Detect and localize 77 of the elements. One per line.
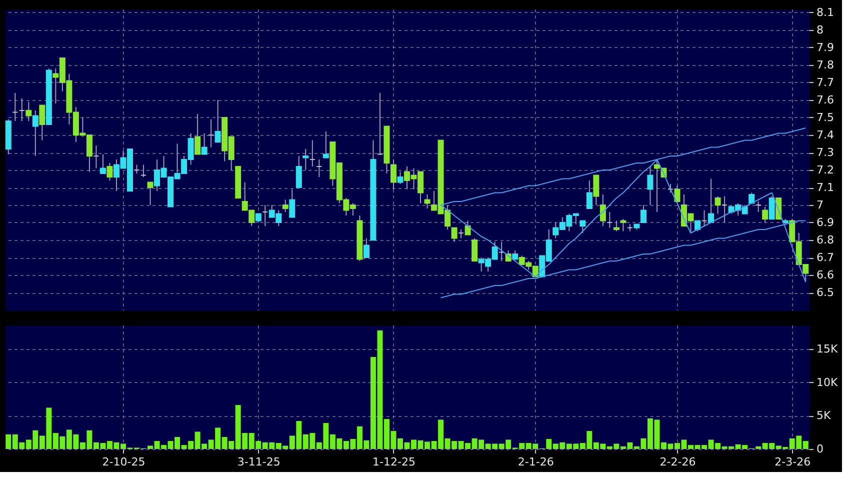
candlestick <box>316 159 322 178</box>
y-tick-label: 5K <box>816 409 832 422</box>
y-tick-label: 7.5 <box>816 111 834 124</box>
candlestick <box>755 201 762 212</box>
candlestick <box>424 194 430 209</box>
candlestick <box>708 178 714 223</box>
y-tick-label: 7.7 <box>816 76 834 89</box>
y-tick-label: 6.5 <box>816 286 834 299</box>
candlestick <box>762 206 768 223</box>
candlestick <box>580 220 586 234</box>
candlestick <box>647 166 654 206</box>
candlestick <box>620 218 626 232</box>
candlestick <box>640 204 646 223</box>
candlestick <box>714 196 721 214</box>
y-tick-label: 7 <box>816 198 824 212</box>
candlestick <box>593 174 600 206</box>
candlestick <box>376 92 383 155</box>
candlestick <box>613 220 620 232</box>
y-tick-label: 15K <box>816 342 838 356</box>
candlestick <box>12 92 18 122</box>
candlestick <box>498 241 505 262</box>
y-tick-label: 7.2 <box>816 164 834 176</box>
candlestick <box>194 114 201 155</box>
candlestick <box>722 196 728 223</box>
candlestick <box>302 148 309 170</box>
x-tick-label: 3-11-25 <box>237 456 280 468</box>
candlestick <box>606 212 613 228</box>
candlestick <box>458 229 464 239</box>
candlestick <box>674 185 680 202</box>
candlestick <box>768 196 775 220</box>
candlestick <box>472 238 478 262</box>
candlestick <box>214 100 221 142</box>
y-tick-label: 6.8 <box>816 234 834 246</box>
candlestick <box>140 164 147 178</box>
x-tick-label: 2-3-26 <box>774 456 811 468</box>
y-tick-label: 7.3 <box>816 146 834 159</box>
y-tick-label: 6.7 <box>816 251 834 264</box>
candlestick <box>296 156 302 188</box>
candlestick <box>397 171 404 184</box>
x-tick-label: 1-12-25 <box>372 456 416 468</box>
x-tick-label: 2-1-26 <box>518 456 554 468</box>
x-tick-label: 2-2-26 <box>660 456 696 468</box>
candlestick <box>106 162 113 181</box>
candlestick <box>309 140 316 167</box>
y-tick-label: 7.9 <box>816 41 834 54</box>
candlestick <box>586 180 592 209</box>
candlestick <box>201 132 208 155</box>
y-tick-label: 8 <box>816 24 824 36</box>
candlestick <box>464 220 471 236</box>
candlestick <box>282 199 288 212</box>
candlestick <box>100 154 106 174</box>
candlestick <box>208 118 214 148</box>
y-tick-label: 7.6 <box>816 94 834 106</box>
candlestick <box>322 131 329 158</box>
candlestick <box>289 188 296 218</box>
y-tick-label: 8.1 <box>816 6 834 19</box>
y-tick-label: 6.6 <box>816 268 834 282</box>
candlestick <box>694 220 701 232</box>
y-tick-label: 7.1 <box>816 181 834 194</box>
candlestick <box>600 194 606 226</box>
y-tick-label: 6.9 <box>816 216 834 229</box>
y-tick-label: 10K <box>816 376 838 389</box>
candlestick <box>39 104 46 141</box>
candlestick <box>363 238 370 258</box>
candlestick <box>32 110 38 156</box>
y-tick-label: 0 <box>816 442 824 456</box>
candlestick <box>451 227 458 242</box>
candlestick <box>18 98 25 122</box>
candlestick <box>390 159 396 190</box>
candlestick <box>262 204 268 226</box>
y-tick-label: 7.8 <box>816 58 834 72</box>
y-tick-label: 7.4 <box>816 128 834 142</box>
candlestick <box>26 101 32 122</box>
candlestick <box>147 182 154 206</box>
candlestick <box>701 210 708 226</box>
candlestick <box>93 145 100 169</box>
x-tick-label: 2-10-25 <box>102 456 146 468</box>
